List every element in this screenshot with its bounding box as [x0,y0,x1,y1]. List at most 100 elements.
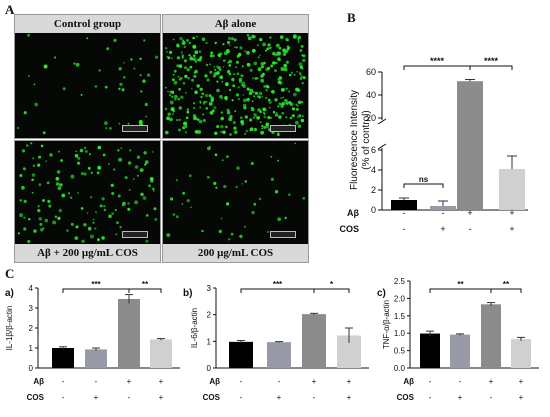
bar [481,304,501,368]
y-axis-label: Fluorescence Intensity(% of control) [349,90,372,190]
cell-dot [262,42,266,47]
bar [420,333,440,368]
y-tick-label: 1 [29,344,34,353]
y-tick-label: 0.0 [394,364,406,373]
cell-dot [188,41,191,44]
cell-dot [178,128,181,132]
cell-dot [139,57,142,60]
panel-letter-b: B [347,10,356,25]
sig-bracket-text: **** [430,56,445,66]
cell-dot [152,151,154,153]
panel-letter-a: A [5,2,15,17]
cell-dot [182,81,186,85]
cell-dot [80,207,84,210]
cell-dot [214,153,218,157]
cell-dot [62,87,66,91]
cell-dot [28,218,31,221]
cell-dot [301,119,303,122]
cell-dot [117,149,120,152]
cell-dot [278,79,281,82]
cell-dot [165,86,167,89]
cell-dot [184,125,188,128]
cell-dot [21,185,25,190]
cell-dot [180,95,184,100]
cell-dot [84,147,87,149]
cell-dot [199,101,202,104]
y-tick-label: 4 [29,284,34,293]
cell-dot [95,211,97,214]
micrograph-label: 200 μg/mL COS [163,244,308,262]
cell-dot [58,208,62,213]
cell-dot [38,217,43,221]
y-tick-label: 2 [207,311,212,320]
sig-bracket-text: ** [457,280,464,289]
cell-dot [214,131,218,135]
cell-dot [47,199,51,203]
cell-dot [26,144,29,147]
cell-dot [90,171,93,174]
cell-dot [132,178,135,180]
cell-dot [92,218,95,221]
cell-dot [127,207,131,211]
cell-dot [94,227,97,230]
y-axis-label: TNF-α/β-actin [382,300,391,349]
row-sign: - [403,224,406,234]
cell-dot [92,221,95,224]
cell-dot [253,95,255,98]
cell-dot [226,155,229,158]
cell-dot [48,204,52,208]
cell-dot [222,59,226,62]
cell-dot [256,116,260,120]
cell-dot [204,94,209,98]
cell-dot [164,107,168,111]
cell-dot [288,193,291,196]
row-sign: - [429,377,432,386]
cell-dot [228,117,233,122]
cell-dot [88,153,91,156]
cell-dot [252,91,255,94]
cell-dot [164,47,168,50]
bar [457,81,483,210]
row-sign: - [278,377,281,386]
y-tick-label: 6 [371,145,376,155]
cell-dot [263,126,266,129]
cell-dot [209,63,211,66]
cell-dot [299,49,303,52]
cell-dot [37,205,40,208]
cell-dot [209,70,213,74]
cell-dot [27,75,30,78]
cell-dot [280,103,284,107]
cell-dot [46,181,50,185]
cell-dot [33,229,37,233]
cell-dot [127,202,130,205]
cell-dot [116,221,119,224]
cell-dot [225,125,228,129]
cell-dot [80,93,83,96]
sig-bracket-text: * [330,280,334,289]
cell-dot [42,199,45,202]
cell-dot [220,111,223,114]
cell-dot [213,181,217,185]
sig-bracket [429,288,492,293]
cell-dot [169,117,173,122]
y-tick-label: 4 [371,165,376,175]
cell-dot [190,87,193,90]
cell-dot [268,100,272,105]
cell-dot [285,60,289,64]
cell-dot [242,94,245,96]
row-sign: - [469,224,472,234]
row-sign: - [240,393,243,402]
cell-dot [228,72,232,76]
cell-dot [183,121,188,126]
cell-dot [275,61,278,65]
cell-dot [195,35,198,38]
cell-dot [150,179,154,183]
cell-dot [127,122,130,125]
cell-dot [59,183,63,187]
cell-dot [228,238,231,241]
cell-dot [260,130,264,135]
cell-dot [280,67,285,71]
cell-dot [97,145,102,150]
cell-dot [231,99,234,102]
cell-dot [244,115,248,119]
